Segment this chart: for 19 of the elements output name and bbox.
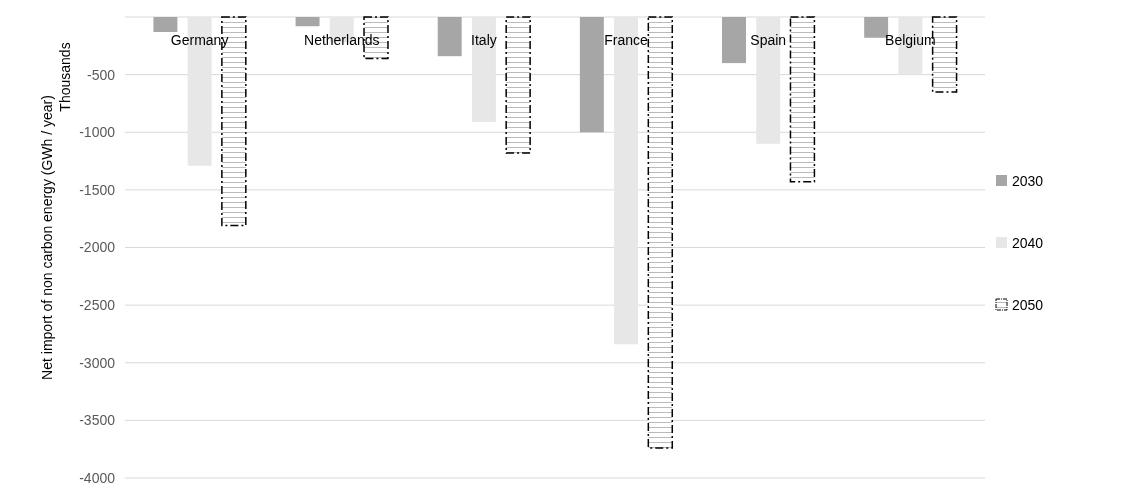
y-tick-label: -500 — [86, 66, 116, 83]
x-tick-label: Netherlands — [304, 32, 380, 48]
y-tick-label: -1500 — [79, 181, 116, 198]
legend-label: 2030 — [1012, 173, 1044, 189]
x-tick-label: Germany — [170, 32, 229, 48]
text: Thousands — [57, 42, 73, 112]
x-tick-label: Belgium — [885, 32, 936, 48]
x-tick-label: Italy — [471, 32, 497, 48]
y-tick-label: -3000 — [79, 354, 116, 371]
x-tick-label: Spain — [750, 32, 787, 48]
y-axis-title: Net import of non carbon energy (GWh / year) — [39, 95, 55, 380]
legend-label: 2040 — [1012, 235, 1044, 251]
y-tick-label: -3500 — [79, 412, 116, 429]
y-tick-label: -2500 — [79, 297, 116, 314]
y-tick-label: -1000 — [79, 124, 116, 141]
y-tick-label: -2000 — [79, 239, 116, 256]
legend-label: 2050 — [1012, 297, 1044, 313]
x-tick-label: France — [604, 32, 649, 48]
y-tick-label: -4000 — [79, 469, 116, 486]
